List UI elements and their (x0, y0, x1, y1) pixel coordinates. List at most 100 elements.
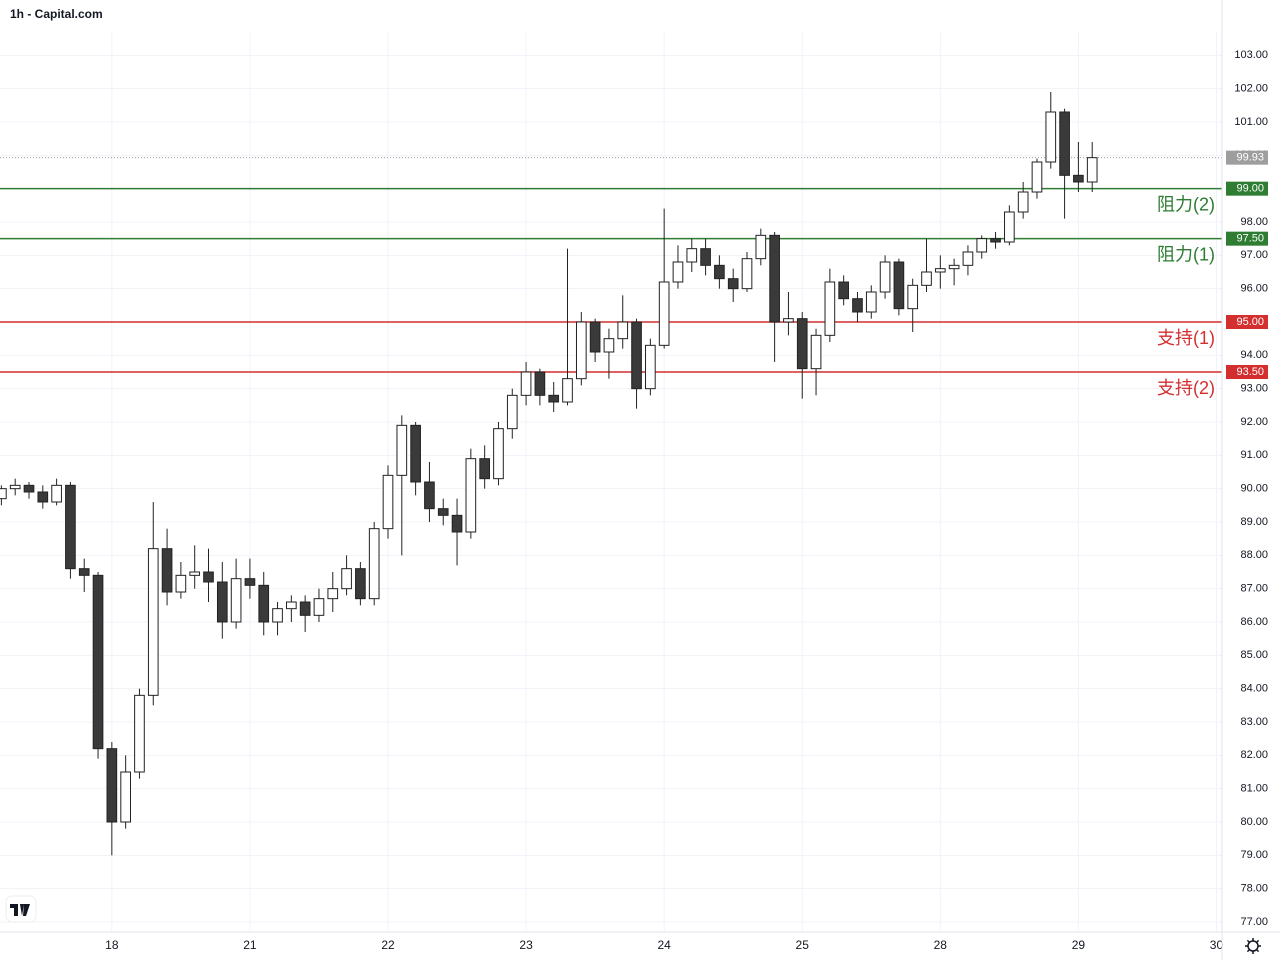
level-price-box (1226, 231, 1268, 246)
x-tick-label: 24 (657, 938, 671, 952)
x-tick-label: 28 (934, 938, 948, 952)
candle-body (631, 321, 642, 390)
y-tick-label: 102.00 (1234, 83, 1268, 95)
last-price-box (1226, 150, 1268, 165)
candle-body (548, 394, 560, 403)
x-tick-label: 21 (243, 938, 257, 952)
y-tick-label: 92.00 (1240, 416, 1268, 428)
candle-body (948, 264, 960, 270)
y-tick-label: 81.00 (1240, 783, 1268, 795)
candle-body (493, 428, 504, 480)
candle-body (562, 378, 573, 403)
y-tick-label: 89.00 (1240, 516, 1268, 528)
candle-body (203, 571, 214, 583)
candle-body (1073, 174, 1084, 183)
candle-body (962, 251, 974, 266)
level-price-box (1226, 365, 1268, 379)
candle-body (78, 568, 90, 576)
candle-body (327, 588, 339, 600)
candle-body (934, 268, 946, 273)
y-tick-label: 98.00 (1240, 216, 1268, 228)
candle-body (368, 528, 380, 600)
candle-body (700, 248, 711, 266)
candle-body (51, 484, 62, 503)
candle-body (824, 281, 836, 336)
settings-icon[interactable] (1245, 938, 1261, 954)
candle-body (714, 264, 725, 280)
candle-body (575, 321, 587, 380)
y-tick-label: 96.00 (1240, 283, 1268, 295)
candle-body (23, 484, 35, 493)
level-price-box (1226, 181, 1268, 196)
levels (0, 157, 1222, 373)
candle-body (603, 338, 615, 353)
level-price-label: 99.00 (1236, 183, 1264, 195)
y-tick-label: 87.00 (1240, 583, 1268, 595)
candle-body (879, 261, 891, 293)
y-tick-label: 94.00 (1240, 349, 1268, 361)
y-tick-label: 101.00 (1234, 116, 1268, 128)
y-tick-label: 82.00 (1240, 749, 1268, 761)
candle-body (741, 258, 753, 290)
candle-body (479, 458, 490, 480)
y-tick-label: 88.00 (1240, 549, 1268, 561)
candle-body (313, 598, 325, 616)
y-tick-label: 97.00 (1240, 249, 1268, 261)
candle-body (299, 601, 311, 616)
x-tick-label: 29 (1072, 938, 1086, 952)
candle-body (189, 571, 201, 576)
y-tick-label: 91.00 (1240, 449, 1268, 461)
candle-body (589, 321, 601, 353)
x-tick-label: 22 (381, 938, 395, 952)
x-tick-label: 23 (519, 938, 533, 952)
candle-body (465, 458, 477, 533)
candle-body (1031, 161, 1043, 193)
candle-body (92, 574, 104, 750)
candle-body (645, 344, 656, 390)
y-tick-label: 84.00 (1240, 683, 1268, 695)
candle-body (1059, 111, 1070, 176)
last-price-label: 99.93 (1236, 152, 1264, 164)
candle-body (976, 238, 988, 253)
level-name: 阻力(1) (1157, 244, 1215, 264)
candle-body (410, 424, 421, 483)
candle-body (147, 548, 159, 696)
y-tick-label: 79.00 (1240, 849, 1268, 861)
candle-body (1086, 157, 1098, 183)
x-tick-label: 25 (796, 938, 810, 952)
y-tick-label: 80.00 (1240, 816, 1268, 828)
candle-body (175, 574, 187, 593)
candle-body (506, 394, 518, 430)
level-price-label: 93.50 (1236, 366, 1264, 378)
candle-body (272, 608, 283, 623)
candles (0, 92, 1098, 856)
candle-body (258, 584, 270, 623)
level-price-label: 97.50 (1236, 233, 1264, 245)
candle-body (686, 248, 698, 263)
level-name: 支持(2) (1157, 378, 1215, 398)
candle-body (1004, 211, 1015, 243)
level-price-label: 95.00 (1236, 316, 1264, 328)
candle-body (865, 291, 877, 313)
candle-body (355, 568, 366, 600)
candle-body (65, 484, 76, 570)
candle-body (783, 318, 794, 323)
candle-body (617, 321, 629, 340)
grid (0, 32, 1222, 932)
y-tick-label: 85.00 (1240, 649, 1268, 661)
tradingview-logo (5, 895, 37, 923)
y-tick-label: 78.00 (1240, 883, 1268, 895)
candle-body (658, 281, 670, 346)
y-tick-label: 83.00 (1240, 716, 1268, 728)
candle-body (907, 284, 919, 310)
candle-body (382, 474, 394, 530)
y-tick-label: 103.00 (1234, 49, 1268, 61)
candle-body (106, 748, 118, 823)
candle-body (424, 481, 435, 510)
candle-body (437, 508, 449, 516)
candle-body (534, 371, 546, 396)
candle-body (796, 318, 808, 370)
y-tick-label: 90.00 (1240, 483, 1268, 495)
chart-title: 1h - Capital.com (10, 7, 103, 21)
